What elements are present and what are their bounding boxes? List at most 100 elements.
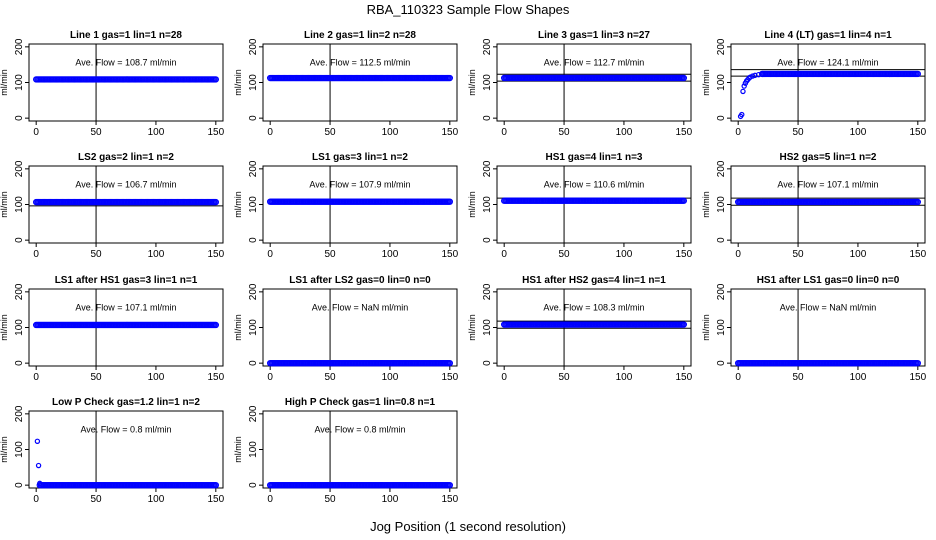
y-tick-label: 0: [248, 237, 259, 243]
y-axis-label: ml/min: [233, 191, 243, 218]
x-tick-label: 100: [382, 127, 399, 138]
y-tick-label: 200: [248, 38, 259, 55]
y-tick-label: 200: [716, 160, 727, 177]
x-tick-label: 150: [675, 249, 692, 260]
y-axis-label: ml/min: [467, 191, 477, 218]
y-tick-label: 200: [14, 405, 25, 422]
data-point: [914, 359, 922, 367]
average-flow-annotation: Ave. Flow = 112.7 ml/min: [544, 57, 644, 67]
x-tick-label: 150: [207, 127, 224, 138]
x-tick-label: 150: [675, 127, 692, 138]
y-tick-label: 0: [716, 237, 727, 243]
y-tick-label: 0: [482, 237, 493, 243]
average-flow-annotation: Ave. Flow = 124.1 ml/min: [777, 57, 878, 67]
x-tick-label: 150: [441, 494, 458, 505]
x-tick-label: 0: [33, 494, 39, 505]
y-tick-label: 0: [14, 115, 25, 121]
x-tick-label: 100: [616, 372, 633, 383]
y-axis-label: ml/min: [0, 436, 9, 463]
y-axis-label: ml/min: [467, 314, 477, 341]
data-point: [446, 198, 454, 205]
panel-9: LS1 after HS1 gas=3 lin=1 n=1 ml/min 0 50 10…: [0, 275, 225, 383]
x-tick-label: 50: [324, 372, 336, 383]
y-tick-label: 100: [248, 196, 259, 213]
data-point: [446, 359, 454, 367]
y-axis-label: ml/min: [233, 314, 243, 341]
panel-8: HS2 gas=5 lin=1 n=2 ml/min 0 50 100 150 0 100 20…: [701, 152, 927, 260]
panel-title: LS2 gas=2 lin=1 n=2: [78, 152, 174, 163]
data-point: [914, 198, 922, 206]
y-tick-label: 200: [716, 38, 727, 55]
average-flow-annotation: Ave. Flow = 106.7 ml/min: [75, 179, 176, 189]
data-point: [740, 88, 746, 95]
average-flow-annotation: Ave. Flow = 112.5 ml/min: [310, 57, 410, 67]
data-point: [212, 76, 220, 83]
panel-10: LS1 after LS2 gas=0 lin=0 n=0 ml/min 0 50 10…: [233, 275, 459, 383]
y-tick-label: 100: [14, 441, 25, 458]
data-point: [680, 321, 688, 328]
x-tick-label: 50: [558, 127, 570, 138]
y-tick-label: 100: [482, 74, 493, 91]
x-tick-label: 50: [558, 249, 570, 260]
average-flow-annotation: Ave. Flow = 108.7 ml/min: [75, 57, 176, 67]
y-tick-label: 200: [14, 283, 25, 300]
y-tick-label: 200: [14, 38, 25, 55]
figure-xlabel: Jog Position (1 second resolution): [370, 519, 566, 534]
y-tick-label: 100: [716, 196, 727, 213]
panel-13: Low P Check gas=1.2 lin=1 n=2 ml/min 0 50 10…: [0, 397, 225, 505]
data-point: [680, 197, 688, 204]
y-tick-label: 100: [248, 74, 259, 91]
x-tick-label: 0: [267, 127, 273, 138]
x-tick-label: 0: [501, 372, 507, 383]
x-tick-label: 100: [148, 127, 165, 138]
x-tick-label: 0: [267, 249, 273, 260]
y-tick-label: 100: [248, 319, 259, 336]
x-tick-label: 0: [501, 127, 507, 138]
data-point: [741, 83, 747, 89]
panel-title: HS1 after LS1 gas=0 lin=0 n=0: [757, 275, 900, 286]
plot-frame: [262, 288, 458, 367]
plot-frame: [262, 43, 458, 122]
x-tick-label: 150: [441, 249, 458, 260]
data-point: [446, 481, 454, 489]
panel-title: Line 3 gas=1 lin=3 n=27: [538, 30, 650, 41]
y-tick-label: 0: [482, 360, 493, 366]
x-tick-label: 150: [675, 372, 692, 383]
panel-2: Line 2 gas=1 lin=2 n=28 ml/min 0 50 100 150 0 1…: [233, 30, 459, 138]
x-tick-label: 0: [735, 249, 741, 260]
x-tick-label: 0: [267, 494, 273, 505]
y-tick-label: 200: [14, 160, 25, 177]
x-tick-label: 50: [324, 494, 336, 505]
x-tick-label: 150: [441, 372, 458, 383]
figure-title: RBA_110323 Sample Flow Shapes: [367, 2, 570, 17]
x-tick-label: 150: [909, 249, 926, 260]
y-tick-label: 0: [14, 482, 25, 488]
data-point: [446, 74, 454, 82]
panel-14: High P Check gas=1 lin=0.8 n=1 ml/min 0 50 1…: [233, 397, 459, 505]
panel-4: Line 4 (LT) gas=1 lin=4 n=1 ml/min 0 50 100 1…: [701, 30, 927, 138]
panel-1: Line 1 gas=1 lin=1 n=28 ml/min 0 50 100 150 0 1…: [0, 30, 225, 138]
y-axis-label: ml/min: [0, 314, 9, 341]
data-point: [914, 70, 922, 78]
y-tick-label: 100: [482, 196, 493, 213]
x-tick-label: 100: [382, 249, 399, 260]
y-tick-label: 100: [482, 319, 493, 336]
x-tick-label: 50: [792, 127, 804, 138]
y-axis-label: ml/min: [701, 314, 711, 341]
panel-12: HS1 after LS1 gas=0 lin=0 n=0 ml/min 0 50 10…: [701, 275, 927, 383]
data-point: [212, 321, 220, 329]
panel-title: LS1 after HS1 gas=3 lin=1 n=1: [55, 275, 198, 286]
y-tick-label: 0: [248, 482, 259, 488]
y-tick-label: 0: [716, 115, 727, 121]
x-tick-label: 100: [148, 494, 165, 505]
plot-frame: [496, 165, 692, 244]
average-flow-annotation: Ave. Flow = 110.6 ml/min: [544, 179, 644, 189]
x-tick-label: 50: [90, 494, 102, 505]
average-flow-annotation: Ave. Flow = 0.8 ml/min: [314, 424, 405, 434]
plot-frame: [262, 410, 458, 489]
panel-title: HS2 gas=5 lin=1 n=2: [780, 152, 877, 163]
data-point: [35, 462, 42, 469]
data-point: [212, 481, 220, 489]
plot-frame: [730, 288, 926, 367]
